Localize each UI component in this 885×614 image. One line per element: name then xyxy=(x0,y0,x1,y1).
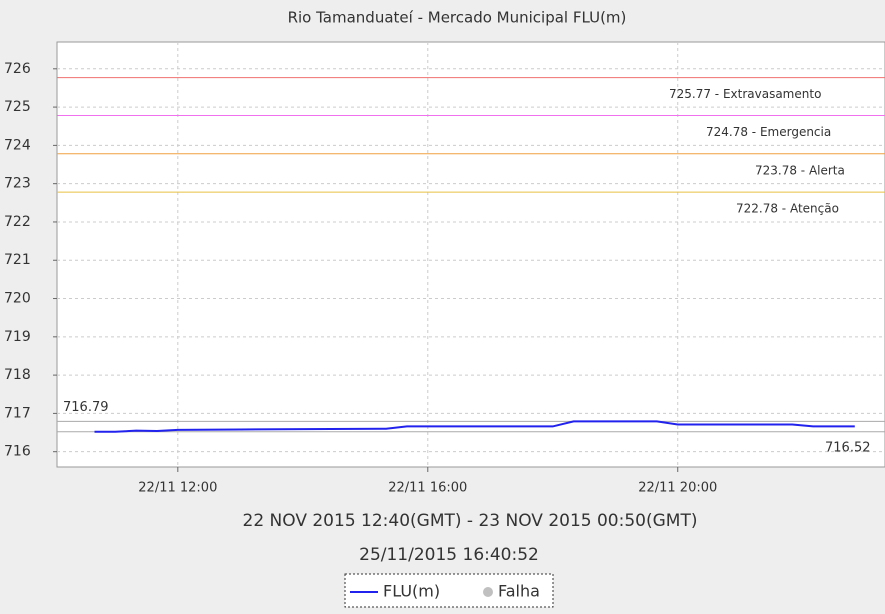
timestamp: 25/11/2015 16:40:52 xyxy=(359,545,539,565)
y-tick-label: 723 xyxy=(4,176,31,192)
y-tick-label: 725 xyxy=(4,99,31,115)
y-tick-label: 720 xyxy=(4,291,31,307)
chart-title: Rio Tamanduateí - Mercado Municipal FLU(… xyxy=(288,9,627,27)
threshold-label: 724.78 - Emergencia xyxy=(706,125,831,139)
subtitle: 22 NOV 2015 12:40(GMT) - 23 NOV 2015 00:… xyxy=(243,511,698,531)
legend-label: Falha xyxy=(498,582,540,601)
y-tick-label: 717 xyxy=(4,405,31,421)
y-tick-label: 724 xyxy=(4,137,31,153)
data-line xyxy=(94,420,855,433)
threshold-label: 725.77 - Extravasamento xyxy=(669,87,821,101)
legend-swatch xyxy=(483,587,493,597)
legend-box xyxy=(344,573,554,608)
x-tick-label: 22/11 16:00 xyxy=(388,481,467,496)
threshold-label: 722.78 - Atenção xyxy=(736,202,839,216)
min-label: 716.52 xyxy=(825,440,871,455)
y-tick-label: 718 xyxy=(4,367,31,383)
max-label: 716.79 xyxy=(63,400,109,415)
plot-area xyxy=(56,41,885,468)
legend-label: FLU(m) xyxy=(383,582,440,601)
y-tick-label: 716 xyxy=(4,444,31,460)
y-tick-label: 726 xyxy=(4,61,31,77)
threshold-label: 723.78 - Alerta xyxy=(755,163,845,177)
y-tick-label: 719 xyxy=(4,329,31,345)
y-tick-label: 722 xyxy=(4,214,31,230)
x-tick-label: 22/11 20:00 xyxy=(638,481,717,496)
x-tick-label: 22/11 12:00 xyxy=(138,481,217,496)
y-tick-label: 721 xyxy=(4,252,31,268)
